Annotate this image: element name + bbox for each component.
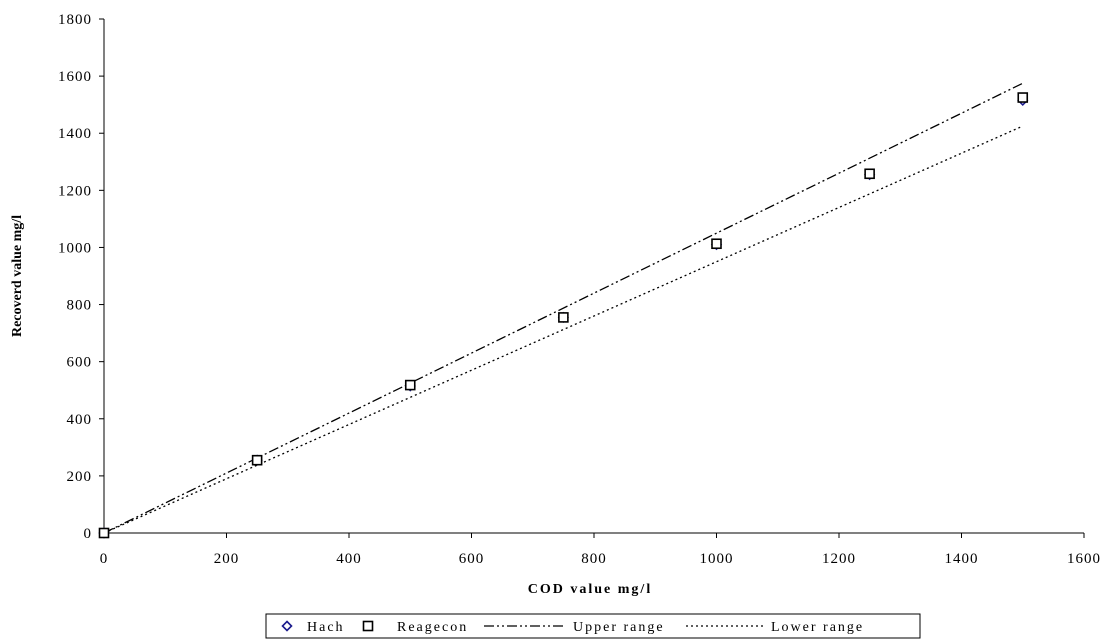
legend: Hach Reagecon Upper range Lower range (265, 613, 921, 639)
legend-box (265, 613, 921, 639)
data-points (98, 92, 1029, 539)
y-tick-label: 800 (67, 298, 93, 314)
reagecon-point (404, 379, 416, 391)
x-tick-label: 1400 (945, 551, 979, 567)
y-tick-label: 1400 (58, 126, 92, 142)
y-axis-title: Recoverd value mg/l (10, 215, 25, 337)
range-lines (103, 82, 1024, 534)
x-axis-ticks: 0 200 400 600 800 1000 1200 1400 1600 (100, 533, 1101, 567)
y-tick-label: 1600 (58, 69, 92, 85)
y-tick-label: 1200 (58, 183, 92, 199)
x-tick-label: 800 (581, 551, 607, 567)
lower-range-line (103, 125, 1024, 534)
y-tick-label: 400 (67, 412, 93, 428)
x-tick-label: 1000 (700, 551, 734, 567)
legend-reagecon-label: Reagecon (397, 620, 468, 635)
upper-range-line (103, 82, 1024, 534)
reagecon-point (251, 454, 263, 466)
reagecon-point (711, 238, 722, 250)
legend-hach-marker (281, 620, 293, 632)
x-tick-label: 400 (336, 551, 362, 567)
reagecon-point (98, 527, 110, 539)
x-tick-label: 200 (214, 551, 240, 567)
reagecon-point (558, 312, 569, 323)
legend-upper-range-label: Upper range (573, 620, 665, 635)
legend-hach-label: Hach (307, 620, 345, 635)
reagecon-point (1017, 92, 1029, 103)
y-tick-label: 1000 (58, 240, 92, 256)
x-axis-title: COD value mg/l (528, 582, 652, 597)
y-tick-label: 200 (67, 469, 93, 485)
y-tick-label: 600 (67, 355, 93, 371)
legend-reagecon-marker (362, 620, 374, 632)
x-tick-label: 1200 (822, 551, 856, 567)
legend-lower-range-label: Lower range (771, 620, 864, 635)
y-tick-label: 0 (84, 526, 93, 542)
x-tick-label: 600 (459, 551, 485, 567)
y-axis-ticks: 0 200 400 600 800 1000 1200 1400 1600 1800 (58, 12, 104, 542)
x-tick-label: 1600 (1067, 551, 1101, 567)
y-tick-label: 1800 (58, 12, 92, 28)
x-tick-label: 0 (100, 551, 109, 567)
reagecon-point (864, 168, 875, 180)
